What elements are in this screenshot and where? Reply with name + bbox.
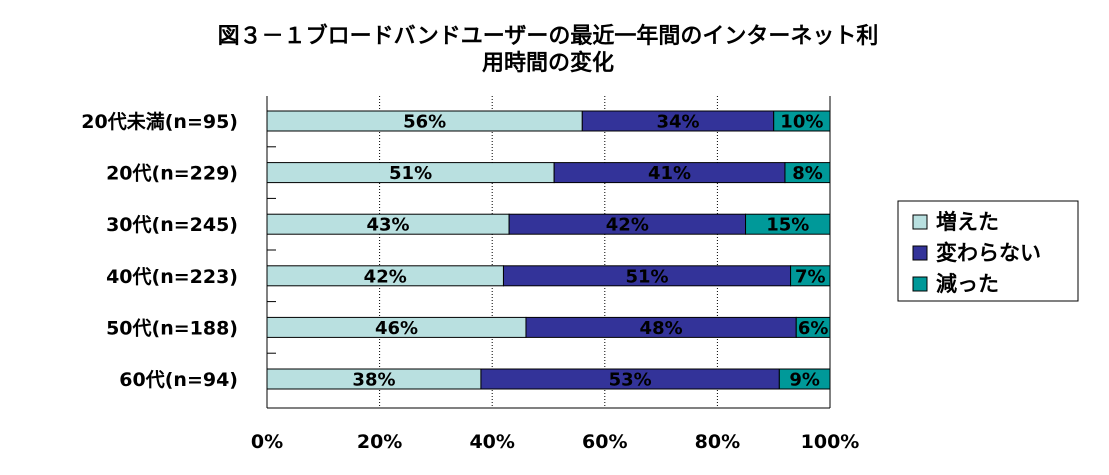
legend-label: 増えた <box>936 210 999 234</box>
bar-segment <box>784 162 831 184</box>
x-tick-label: 20% <box>357 431 402 453</box>
data-label: 43% <box>366 215 409 236</box>
data-label: 56% <box>403 112 446 133</box>
bar-segment <box>745 213 831 235</box>
gridlines <box>266 96 831 409</box>
bar-segment <box>790 265 831 287</box>
category-label: 30代(n=245) <box>106 214 238 236</box>
data-label: 38% <box>352 370 395 391</box>
data-label: 46% <box>375 318 418 339</box>
chart-title-line-2: 用時間の変化 <box>482 50 614 76</box>
legend-box <box>897 200 1079 302</box>
category-label: 20代未満(n=95) <box>81 110 238 133</box>
x-tick-label: 100% <box>801 431 860 453</box>
x-tick-label: 60% <box>582 431 627 453</box>
category-label: 60代(n=94) <box>119 369 238 391</box>
x-tick-label: 80% <box>695 431 740 453</box>
bar-segment <box>773 110 831 132</box>
category-label: 50代(n=188) <box>106 317 238 339</box>
bars-group: 56% 34% 10% 51% 41% 8% 43% 42% 15% 42% 51% 7% 46% 48%… <box>266 110 831 391</box>
data-label: 42% <box>606 215 649 236</box>
data-label: 6% <box>798 318 829 339</box>
legend-swatch <box>912 276 928 292</box>
data-label: 15% <box>766 215 809 236</box>
data-label: 48% <box>640 318 683 339</box>
data-label: 10% <box>780 112 823 133</box>
data-label: 41% <box>648 163 691 184</box>
legend-label: 変わらない <box>936 241 1041 265</box>
category-label: 40代(n=223) <box>106 266 238 288</box>
bar-segment <box>795 316 831 338</box>
data-label: 42% <box>364 266 407 287</box>
category-label: 20代(n=229) <box>106 163 238 185</box>
legend-swatch <box>912 245 928 261</box>
legend-label: 減った <box>936 272 999 296</box>
data-label: 51% <box>625 266 668 287</box>
data-label: 34% <box>656 112 699 133</box>
data-label: 8% <box>792 163 823 184</box>
legend-swatch <box>912 214 928 230</box>
x-tick-label: 0% <box>251 431 283 453</box>
x-tick-labels: 0% 20% 40% 60% 80% 100% <box>251 431 859 453</box>
category-labels: 20代未満(n=95) 20代(n=229) 30代(n=245) 40代(n=223… <box>81 110 238 391</box>
bar-segment <box>778 368 831 390</box>
chart-title-line-1: 図３－１ブロードバンドユーザーの最近一年間のインターネット利 <box>218 23 879 49</box>
x-tick-label: 40% <box>469 431 514 453</box>
data-label: 7% <box>795 266 826 287</box>
data-label: 53% <box>609 370 652 391</box>
data-label: 51% <box>389 163 432 184</box>
data-label: 9% <box>789 370 820 391</box>
